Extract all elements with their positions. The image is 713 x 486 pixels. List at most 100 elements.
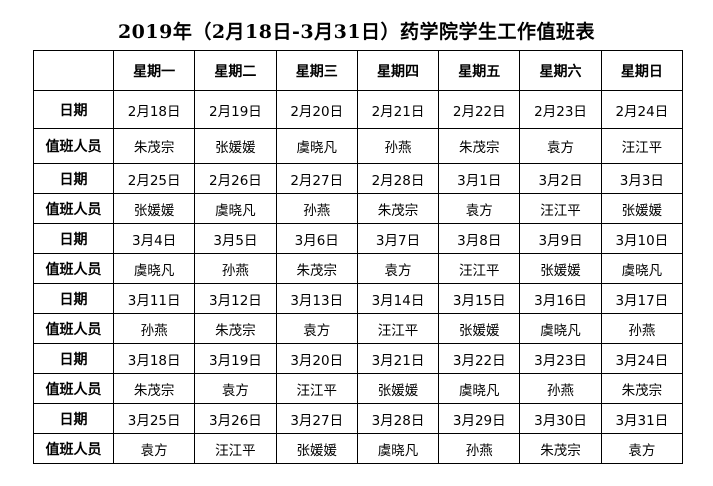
date-cell: 2月27日 bbox=[275, 163, 358, 194]
date-cell: 3月19日 bbox=[194, 343, 277, 374]
staff-cell: 张媛媛 bbox=[438, 313, 521, 344]
date-cell: 3月9日 bbox=[519, 223, 602, 254]
date-cell: 3月24日 bbox=[600, 343, 684, 374]
date-row: 日期 2月18日 2月19日 2月20日 2月21日 2月22日 2月23日 2月24日 bbox=[33, 90, 684, 129]
date-cell: 3月2日 bbox=[519, 163, 602, 194]
staff-cell: 袁方 bbox=[112, 433, 196, 464]
page-title: 2019年（2月18日-3月31日）药学院学生工作值班表 bbox=[117, 21, 596, 43]
staff-cell: 虞晓凡 bbox=[438, 373, 521, 404]
staff-cell: 汪江平 bbox=[600, 128, 684, 164]
staff-cell: 朱茂宗 bbox=[438, 128, 521, 164]
date-cell: 2月22日 bbox=[438, 90, 521, 129]
staff-row-label: 值班人员 bbox=[33, 373, 114, 404]
weekday-header: 星期二 bbox=[194, 50, 277, 91]
staff-cell: 孙燕 bbox=[600, 313, 684, 344]
date-cell: 3月15日 bbox=[438, 283, 521, 314]
date-cell: 2月19日 bbox=[194, 90, 277, 129]
staff-row: 值班人员 孙燕 朱茂宗 袁方 汪江平 张媛媛 虞晓凡 孙燕 bbox=[33, 313, 684, 344]
staff-cell: 虞晓凡 bbox=[600, 253, 684, 284]
date-cell: 2月21日 bbox=[356, 90, 440, 129]
date-cell: 2月25日 bbox=[112, 163, 196, 194]
staff-cell: 朱茂宗 bbox=[600, 373, 684, 404]
date-cell: 3月27日 bbox=[275, 403, 358, 434]
date-cell: 3月3日 bbox=[600, 163, 684, 194]
date-cell: 2月23日 bbox=[519, 90, 602, 129]
staff-row-label: 值班人员 bbox=[33, 128, 114, 164]
date-cell: 2月26日 bbox=[194, 163, 277, 194]
date-cell: 3月4日 bbox=[112, 223, 196, 254]
date-cell: 2月24日 bbox=[600, 90, 684, 129]
date-cell: 3月16日 bbox=[519, 283, 602, 314]
date-cell: 3月14日 bbox=[356, 283, 440, 314]
staff-cell: 孙燕 bbox=[438, 433, 521, 464]
staff-row-label: 值班人员 bbox=[33, 193, 114, 224]
staff-cell: 朱茂宗 bbox=[112, 128, 196, 164]
staff-cell: 袁方 bbox=[275, 313, 358, 344]
date-cell: 3月7日 bbox=[356, 223, 440, 254]
date-row-label: 日期 bbox=[33, 403, 114, 434]
staff-cell: 张媛媛 bbox=[519, 253, 602, 284]
date-cell: 3月1日 bbox=[438, 163, 521, 194]
weekday-header: 星期日 bbox=[600, 50, 684, 91]
date-cell: 3月26日 bbox=[194, 403, 277, 434]
weekday-header: 星期三 bbox=[275, 50, 358, 91]
staff-cell: 朱茂宗 bbox=[519, 433, 602, 464]
staff-cell: 孙燕 bbox=[112, 313, 196, 344]
date-cell: 3月30日 bbox=[519, 403, 602, 434]
date-cell: 3月5日 bbox=[194, 223, 277, 254]
staff-row-label: 值班人员 bbox=[33, 433, 114, 464]
date-cell: 3月31日 bbox=[600, 403, 684, 434]
date-cell: 3月10日 bbox=[600, 223, 684, 254]
date-cell: 2月18日 bbox=[112, 90, 196, 129]
staff-cell: 孙燕 bbox=[194, 253, 277, 284]
staff-cell: 虞晓凡 bbox=[112, 253, 196, 284]
staff-row: 值班人员 张媛媛 虞晓凡 孙燕 朱茂宗 袁方 汪江平 张媛媛 bbox=[33, 193, 684, 224]
weekday-header: 星期六 bbox=[519, 50, 602, 91]
staff-cell: 虞晓凡 bbox=[194, 193, 277, 224]
staff-cell: 虞晓凡 bbox=[519, 313, 602, 344]
staff-cell: 汪江平 bbox=[356, 313, 440, 344]
staff-cell: 孙燕 bbox=[356, 128, 440, 164]
staff-cell: 朱茂宗 bbox=[356, 193, 440, 224]
date-cell: 2月28日 bbox=[356, 163, 440, 194]
date-cell: 3月11日 bbox=[112, 283, 196, 314]
staff-cell: 张媛媛 bbox=[112, 193, 196, 224]
date-cell: 3月25日 bbox=[112, 403, 196, 434]
header-row: 星期一 星期二 星期三 星期四 星期五 星期六 星期日 bbox=[33, 50, 684, 91]
staff-cell: 汪江平 bbox=[194, 433, 277, 464]
date-row: 日期 3月18日 3月19日 3月20日 3月21日 3月22日 3月23日 3月24日 bbox=[33, 343, 684, 374]
staff-row: 值班人员 虞晓凡 孙燕 朱茂宗 袁方 汪江平 张媛媛 虞晓凡 bbox=[33, 253, 684, 284]
staff-cell: 张媛媛 bbox=[600, 193, 684, 224]
date-row: 日期 3月25日 3月26日 3月27日 3月28日 3月29日 3月30日 3月31日 bbox=[33, 403, 684, 434]
staff-row-label: 值班人员 bbox=[33, 253, 114, 284]
date-cell: 2月20日 bbox=[275, 90, 358, 129]
staff-row: 值班人员 朱茂宗 张媛媛 虞晓凡 孙燕 朱茂宗 袁方 汪江平 bbox=[33, 128, 684, 164]
date-row-label: 日期 bbox=[33, 283, 114, 314]
weekday-header: 星期五 bbox=[438, 50, 521, 91]
staff-row: 值班人员 袁方 汪江平 张媛媛 虞晓凡 孙燕 朱茂宗 袁方 bbox=[33, 433, 684, 464]
staff-cell: 汪江平 bbox=[438, 253, 521, 284]
staff-cell: 袁方 bbox=[600, 433, 684, 464]
staff-row-label: 值班人员 bbox=[33, 313, 114, 344]
staff-cell: 孙燕 bbox=[519, 373, 602, 404]
staff-cell: 虞晓凡 bbox=[356, 433, 440, 464]
date-cell: 3月29日 bbox=[438, 403, 521, 434]
date-cell: 3月20日 bbox=[275, 343, 358, 374]
staff-cell: 朱茂宗 bbox=[275, 253, 358, 284]
staff-cell: 孙燕 bbox=[275, 193, 358, 224]
weekday-header: 星期四 bbox=[356, 50, 440, 91]
date-cell: 3月17日 bbox=[600, 283, 684, 314]
staff-cell: 袁方 bbox=[194, 373, 277, 404]
date-row: 日期 2月25日 2月26日 2月27日 2月28日 3月1日 3月2日 3月3日 bbox=[33, 163, 684, 194]
staff-cell: 朱茂宗 bbox=[194, 313, 277, 344]
staff-cell: 汪江平 bbox=[275, 373, 358, 404]
date-cell: 3月22日 bbox=[438, 343, 521, 374]
duty-schedule-table: 星期一 星期二 星期三 星期四 星期五 星期六 星期日 日期 2月18日 2月19日 2月20日 2月… bbox=[33, 50, 684, 464]
corner-cell bbox=[33, 50, 114, 91]
staff-cell: 张媛媛 bbox=[194, 128, 277, 164]
staff-row: 值班人员 朱茂宗 袁方 汪江平 张媛媛 虞晓凡 孙燕 朱茂宗 bbox=[33, 373, 684, 404]
staff-cell: 张媛媛 bbox=[275, 433, 358, 464]
date-cell: 3月18日 bbox=[112, 343, 196, 374]
date-cell: 3月23日 bbox=[519, 343, 602, 374]
date-row-label: 日期 bbox=[33, 90, 114, 129]
